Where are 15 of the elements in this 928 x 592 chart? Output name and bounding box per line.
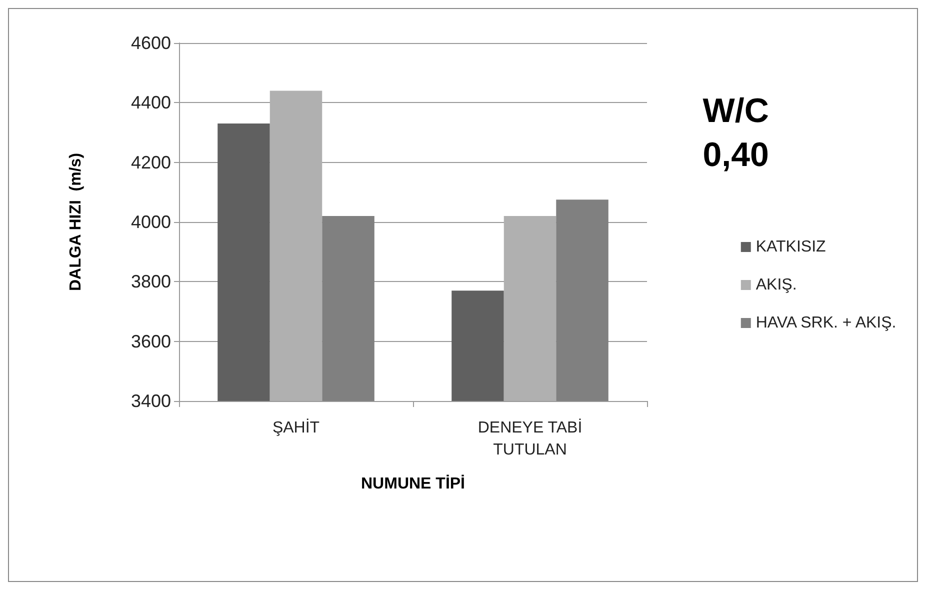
y-tick-label: 4400 [130,92,171,113]
legend-label: KATKISIZ [756,238,826,256]
y-tick-label: 4000 [130,212,171,232]
y-tick-label: 3600 [130,331,171,352]
text: W/C 0,40 [702,92,769,174]
y-tick-label: 4200 [130,152,171,172]
legend-label: HAVA SRK. + AKIŞ. [756,314,896,332]
y-axis-title: DALGA HIZI (m/s) [68,152,84,292]
y-tick-label: 4600 [130,33,171,53]
y-tick-label: 3400 [130,391,171,411]
y-tick-label: 3800 [130,272,171,292]
legend-label: AKIŞ. [756,276,797,294]
x-tick-label: DENEYE TABİ TUTULAN [478,418,582,458]
x-tick-label: ŞAHİT [272,418,320,436]
x-axis-title: NUMUNE TİPİ [361,474,465,492]
